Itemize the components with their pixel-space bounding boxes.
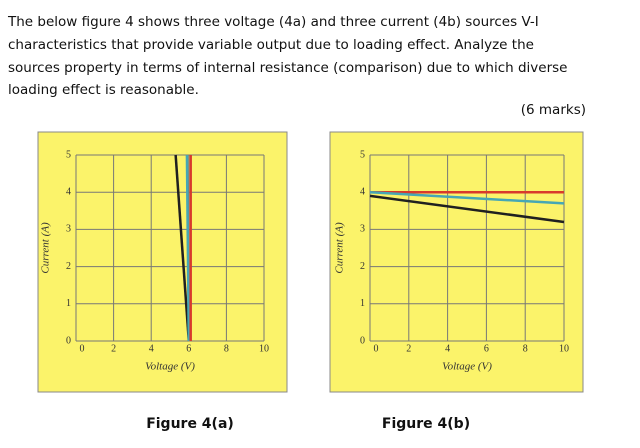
y-tick-label: 0	[360, 335, 365, 346]
y-tick-label: 4	[360, 186, 365, 197]
y-tick-label: 3	[360, 224, 365, 235]
figure-caption: Figure 4(b)	[381, 416, 471, 432]
y-tick-label: 5	[360, 149, 365, 160]
y-tick-label: 0	[66, 335, 71, 346]
x-tick-label: 0	[80, 343, 85, 354]
paragraph-line: characteristics that provide variable ou…	[8, 37, 534, 53]
x-tick-label: 10	[259, 343, 269, 354]
series-line	[369, 194, 565, 224]
paragraph-line: sources property in terms of internal re…	[8, 60, 568, 76]
x-tick-label: 4	[445, 343, 450, 354]
x-tick-label: 6	[186, 343, 191, 354]
figure-background	[37, 131, 288, 393]
paragraph-line: The below figure 4 shows three voltage (…	[8, 14, 539, 30]
paragraph-line: loading effect is reasonable.	[8, 82, 199, 98]
series-line	[174, 154, 191, 342]
y-tick-label: 3	[66, 224, 71, 235]
x-tick-label: 4	[149, 343, 154, 354]
y-tick-label: 2	[66, 261, 71, 272]
y-axis-label: Current (A)	[40, 222, 52, 274]
y-axis-label: Current (A)	[334, 222, 346, 274]
x-tick-label: 2	[111, 343, 116, 354]
x-tick-label: 2	[406, 343, 411, 354]
x-tick-label: 6	[484, 343, 489, 354]
y-tick-label: 1	[66, 298, 71, 309]
marks: (6 marks)	[520, 102, 586, 118]
series-line	[369, 190, 565, 205]
figure-background	[329, 131, 584, 393]
figure-caption: Figure 4(a)	[146, 416, 234, 432]
x-tick-label: 8	[523, 343, 528, 354]
y-tick-label: 1	[360, 298, 365, 309]
series-line	[185, 154, 191, 342]
x-axis-label: Voltage (V)	[145, 361, 195, 373]
x-tick-label: 10	[559, 343, 569, 354]
x-axis-label: Voltage (V)	[442, 361, 492, 373]
y-tick-label: 2	[360, 261, 365, 272]
y-tick-label: 4	[66, 186, 71, 197]
x-tick-label: 0	[374, 343, 379, 354]
x-tick-label: 8	[224, 343, 229, 354]
y-tick-label: 5	[66, 149, 71, 160]
